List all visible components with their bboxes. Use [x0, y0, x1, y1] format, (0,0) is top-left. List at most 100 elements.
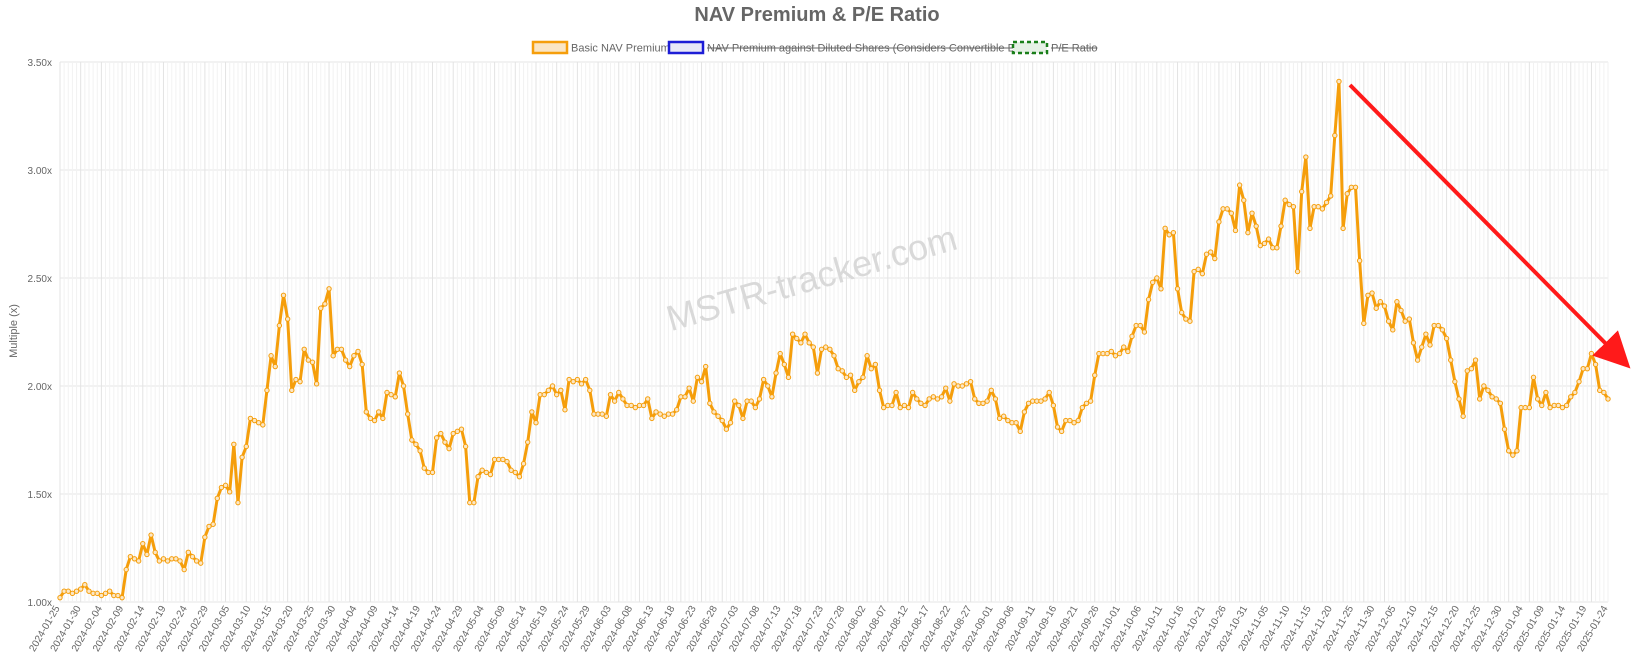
data-point[interactable]	[727, 420, 734, 426]
data-point[interactable]	[1125, 348, 1131, 355]
data-point[interactable]	[156, 558, 163, 564]
data-point[interactable]	[1588, 350, 1595, 357]
data-point[interactable]	[760, 376, 767, 383]
data-point[interactable]	[438, 430, 444, 437]
data-point[interactable]	[632, 404, 639, 411]
data-point[interactable]	[558, 387, 564, 394]
data-point[interactable]	[272, 363, 278, 370]
data-point[interactable]	[827, 346, 833, 352]
data-point[interactable]	[980, 400, 986, 406]
data-point[interactable]	[144, 551, 150, 558]
data-point[interactable]	[73, 588, 80, 594]
data-point[interactable]	[674, 407, 680, 413]
data-point[interactable]	[268, 353, 274, 359]
data-point[interactable]	[409, 437, 415, 443]
data-point[interactable]	[1476, 396, 1483, 402]
data-point[interactable]	[417, 448, 423, 454]
data-point[interactable]	[1013, 420, 1019, 426]
data-point[interactable]	[930, 394, 937, 400]
data-point[interactable]	[1555, 402, 1562, 409]
data-point[interactable]	[1601, 389, 1607, 396]
data-point[interactable]	[330, 353, 336, 359]
data-point[interactable]	[1299, 188, 1305, 195]
data-point[interactable]	[1294, 268, 1301, 275]
data-point[interactable]	[446, 445, 452, 452]
data-point[interactable]	[1547, 404, 1553, 411]
data-point[interactable]	[1187, 318, 1193, 324]
data-point[interactable]	[711, 409, 717, 415]
data-point[interactable]	[765, 383, 771, 389]
data-point[interactable]	[301, 346, 307, 352]
data-point[interactable]	[318, 305, 324, 311]
data-point[interactable]	[603, 413, 610, 419]
data-point[interactable]	[1166, 232, 1172, 238]
data-point[interactable]	[462, 443, 469, 450]
data-point[interactable]	[893, 389, 899, 396]
data-point[interactable]	[831, 353, 837, 359]
data-point[interactable]	[1307, 225, 1313, 232]
data-point[interactable]	[1323, 199, 1330, 206]
data-point[interactable]	[222, 482, 229, 489]
data-point[interactable]	[239, 454, 245, 460]
data-point[interactable]	[483, 469, 490, 476]
data-point[interactable]	[843, 374, 850, 381]
data-point[interactable]	[173, 556, 179, 562]
data-point[interactable]	[1249, 210, 1255, 216]
data-point[interactable]	[1058, 428, 1065, 435]
data-point[interactable]	[541, 391, 547, 398]
data-point[interactable]	[1092, 372, 1098, 378]
data-point[interactable]	[785, 374, 792, 381]
data-point[interactable]	[1514, 448, 1520, 454]
data-point[interactable]	[198, 560, 204, 566]
data-point[interactable]	[1228, 210, 1235, 216]
data-point[interactable]	[1489, 394, 1495, 400]
data-point[interactable]	[1534, 396, 1541, 402]
data-point[interactable]	[1236, 182, 1243, 188]
data-point[interactable]	[1278, 223, 1284, 229]
data-point[interactable]	[458, 426, 465, 432]
data-point[interactable]	[806, 340, 812, 346]
data-point[interactable]	[1592, 361, 1599, 368]
data-point[interactable]	[1112, 353, 1119, 359]
data-point[interactable]	[520, 461, 527, 467]
data-point[interactable]	[413, 441, 419, 448]
data-point[interactable]	[769, 394, 775, 400]
data-point[interactable]	[947, 398, 953, 404]
data-point[interactable]	[359, 361, 365, 368]
data-point[interactable]	[616, 389, 622, 396]
data-point[interactable]	[723, 426, 730, 432]
data-point[interactable]	[160, 556, 167, 562]
data-point[interactable]	[1410, 340, 1417, 346]
data-point[interactable]	[1137, 322, 1143, 329]
data-point[interactable]	[69, 590, 76, 597]
data-point[interactable]	[429, 469, 436, 476]
data-point[interactable]	[500, 456, 506, 463]
data-point[interactable]	[963, 381, 970, 387]
data-point[interactable]	[748, 398, 754, 404]
data-point[interactable]	[1245, 229, 1251, 236]
data-point[interactable]	[1377, 299, 1384, 305]
data-point[interactable]	[1046, 389, 1052, 396]
data-point[interactable]	[740, 415, 746, 422]
data-point[interactable]	[1336, 78, 1342, 85]
data-point[interactable]	[607, 391, 614, 398]
data-point[interactable]	[123, 566, 129, 573]
data-point[interactable]	[454, 428, 461, 435]
data-point[interactable]	[1174, 286, 1181, 292]
data-point[interactable]	[860, 374, 866, 381]
data-point[interactable]	[562, 407, 568, 413]
data-point[interactable]	[293, 376, 299, 383]
data-point[interactable]	[1150, 279, 1156, 286]
data-point[interactable]	[533, 420, 539, 426]
data-point[interactable]	[1381, 303, 1388, 309]
data-point[interactable]	[442, 439, 448, 445]
data-point[interactable]	[94, 590, 100, 597]
data-point[interactable]	[777, 350, 783, 357]
data-point[interactable]	[698, 378, 705, 385]
data-point[interactable]	[1369, 290, 1375, 296]
data-point[interactable]	[570, 378, 576, 385]
data-point[interactable]	[992, 396, 999, 402]
data-point[interactable]	[1265, 236, 1272, 242]
data-point[interactable]	[127, 553, 134, 560]
data-point[interactable]	[1141, 329, 1148, 335]
